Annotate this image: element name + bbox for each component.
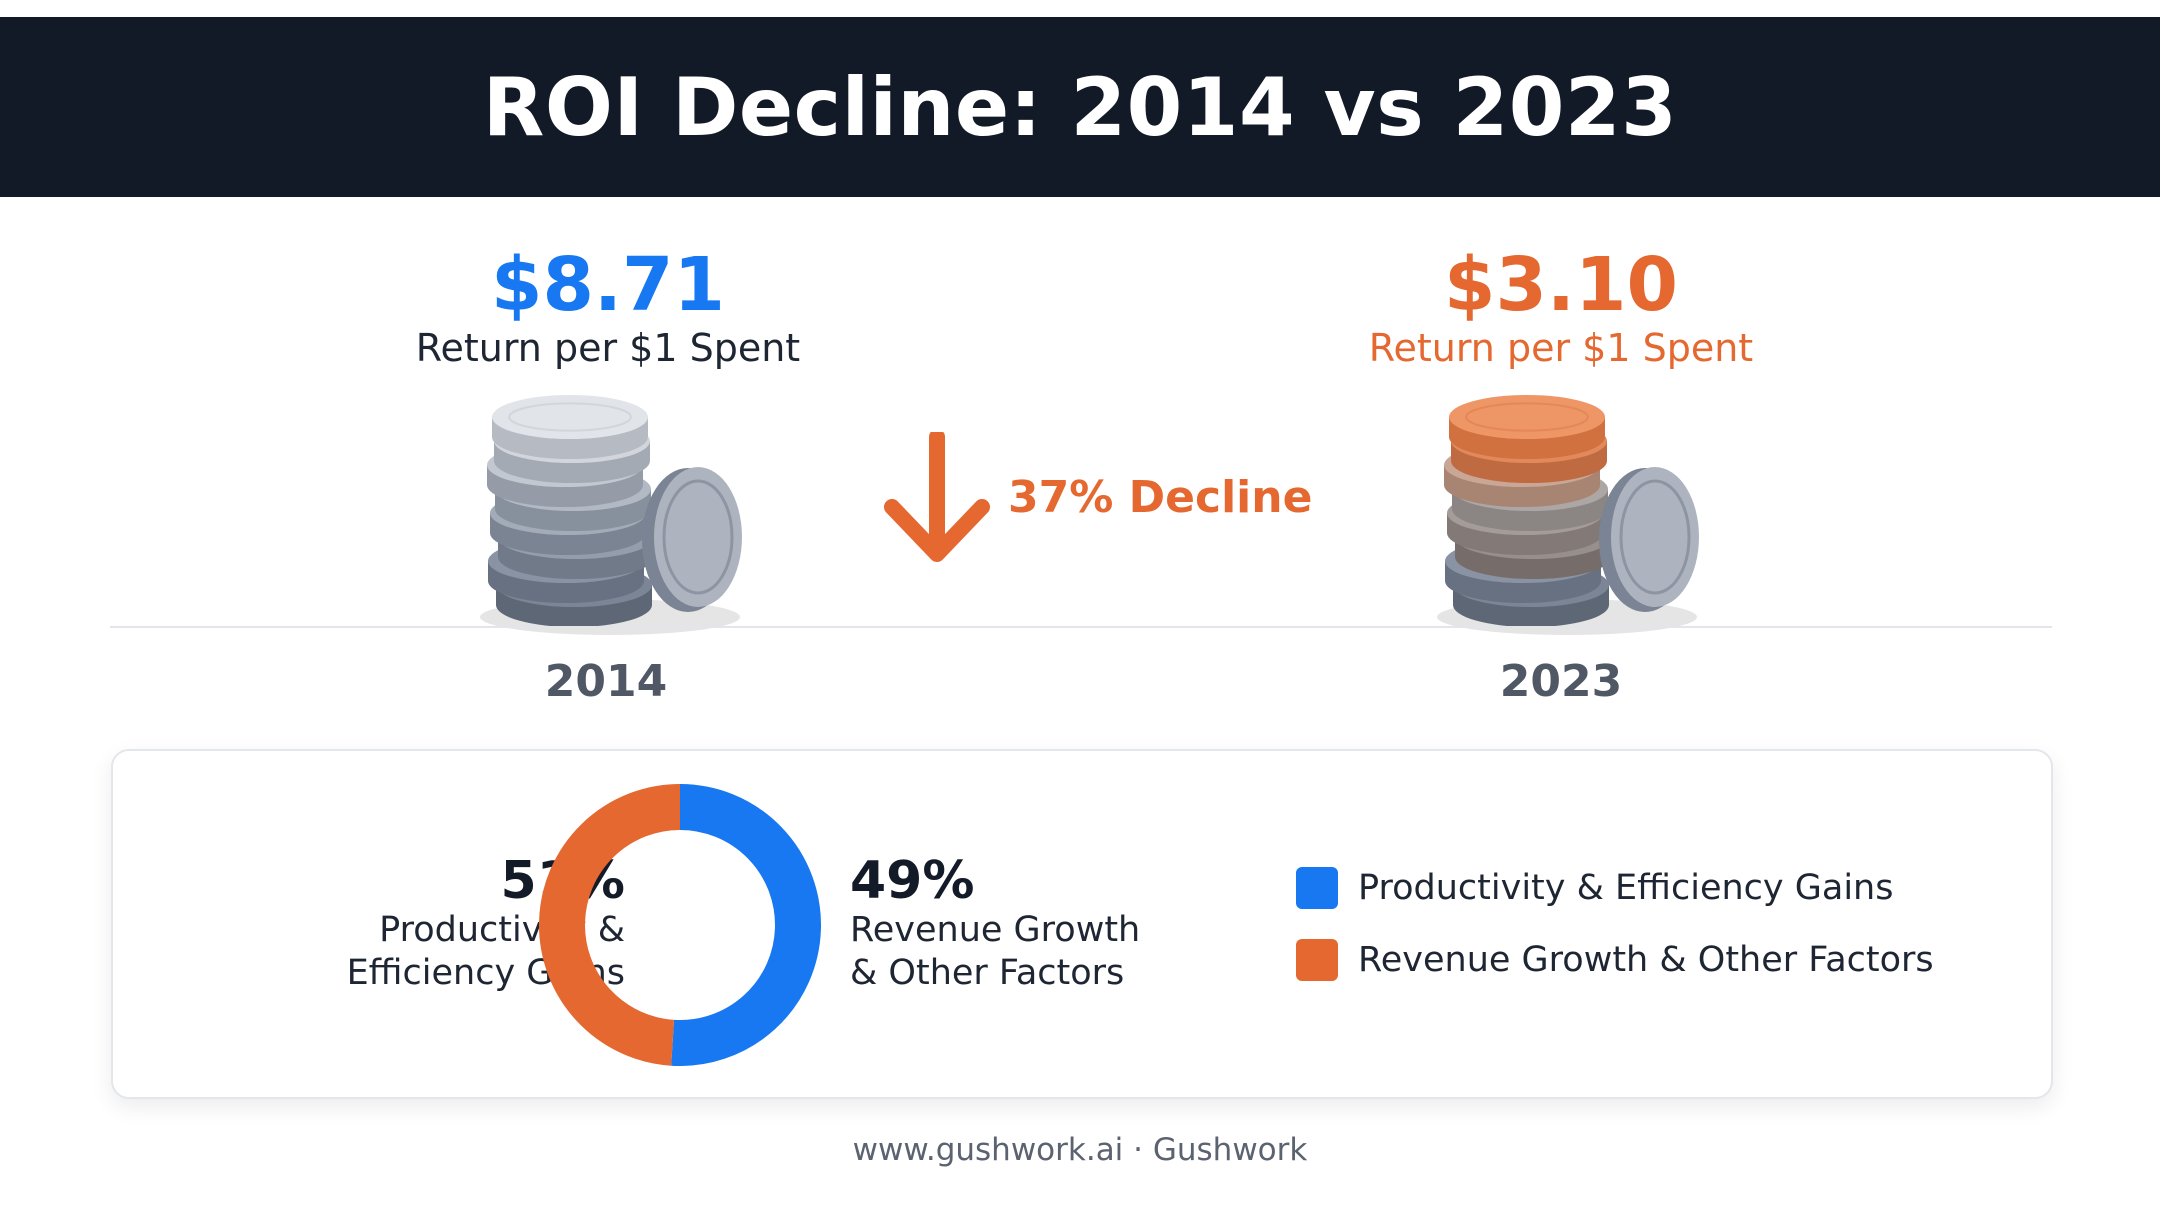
legend-label-revenue: Revenue Growth & Other Factors xyxy=(1358,940,1934,980)
donut-label-revenue-line2: & Other Factors xyxy=(850,953,1125,993)
donut-chart xyxy=(539,784,821,1066)
decline-label: 37% Decline xyxy=(1008,472,1313,523)
donut-slice-revenue xyxy=(539,784,681,1066)
year-2023: 2023 xyxy=(1499,656,1623,707)
coin-stack-2023-icon xyxy=(1437,395,1699,635)
down-arrow-icon xyxy=(884,432,990,562)
legend-item-productivity: Productivity & Efficiency Gains xyxy=(1296,867,1893,909)
legend-label-productivity: Productivity & Efficiency Gains xyxy=(1358,868,1894,908)
legend-swatch-productivity xyxy=(1296,867,1338,909)
value-2023: $3.10 xyxy=(1443,242,1679,328)
donut-label-revenue-line1: Revenue Growth xyxy=(850,910,1141,950)
value-2014: $8.71 xyxy=(490,242,726,328)
return-label-2023: Return per $1 Spent xyxy=(1368,326,1754,370)
baseline-divider xyxy=(110,626,2052,628)
donut-slice-productivity xyxy=(671,784,821,1066)
legend-swatch-revenue xyxy=(1296,939,1338,981)
coin-stack-2014-icon xyxy=(480,395,742,635)
footer-credit: www.gushwork.ai · Gushwork xyxy=(852,1132,1308,1168)
page-title: ROI Decline: 2014 vs 2023 xyxy=(482,60,1678,154)
breakdown-card: 51% Productivity & Efficiency Gains 49% … xyxy=(111,749,2053,1099)
return-label-2014: Return per $1 Spent xyxy=(415,326,801,370)
legend-item-revenue: Revenue Growth & Other Factors xyxy=(1296,939,1934,981)
year-2014: 2014 xyxy=(544,656,668,707)
donut-label-revenue: Revenue Growth & Other Factors xyxy=(850,909,1140,995)
title-bar: ROI Decline: 2014 vs 2023 xyxy=(0,17,2160,197)
pct-revenue: 49% xyxy=(850,851,975,911)
